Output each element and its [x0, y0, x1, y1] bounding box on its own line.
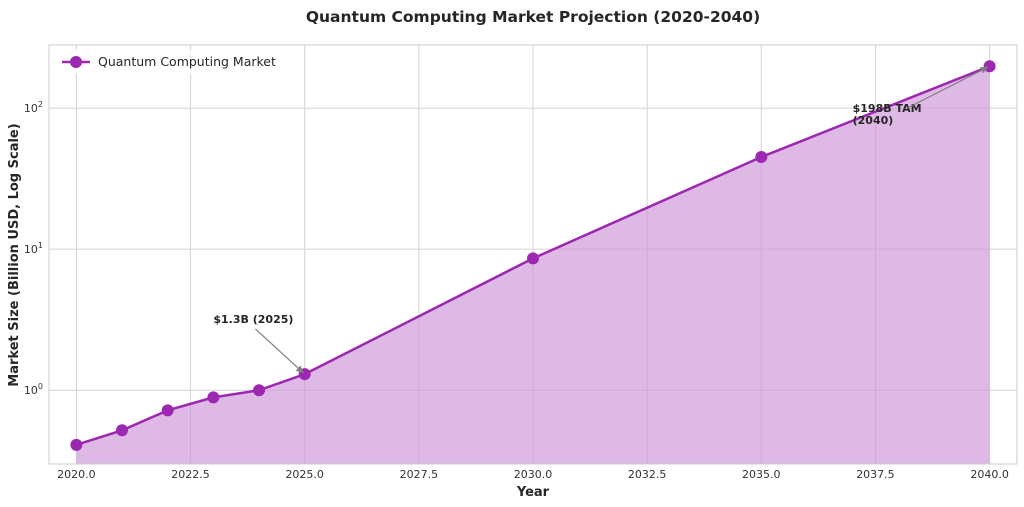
y-tick-label: 100: [24, 382, 43, 397]
x-tick-label: 2030.0: [514, 468, 553, 481]
data-point: [755, 151, 767, 163]
data-point: [207, 391, 219, 403]
x-tick-label: 2022.5: [171, 468, 210, 481]
chart-title: Quantum Computing Market Projection (202…: [306, 8, 760, 26]
x-tick-label: 2037.5: [856, 468, 895, 481]
y-tick-labels: 100 101 102: [24, 100, 43, 397]
x-tick-label: 2040.0: [970, 468, 1009, 481]
legend: Quantum Computing Market: [55, 50, 276, 74]
annotation-arrow: [255, 329, 300, 370]
annotation-text: (2040): [853, 114, 894, 127]
x-tick-label: 2032.5: [628, 468, 667, 481]
y-tick-label: 101: [24, 241, 43, 256]
x-tick-label: 2035.0: [742, 468, 781, 481]
x-tick-label: 2020.0: [57, 468, 96, 481]
y-tick-label: 102: [24, 100, 43, 115]
data-point: [253, 384, 265, 396]
x-tick-label: 2025.0: [285, 468, 324, 481]
data-point: [70, 439, 82, 451]
x-tick-labels: 2020.0 2022.5 2025.0 2027.5 2030.0 2032.5 2035…: [57, 468, 1009, 481]
data-point: [162, 404, 174, 416]
y-axis-label: Market Size (Billion USD, Log Scale): [7, 123, 22, 386]
data-point: [527, 252, 539, 264]
data-point: [116, 424, 128, 436]
legend-label: Quantum Computing Market: [98, 54, 276, 69]
annotation-text: $1.3B (2025): [213, 313, 293, 326]
x-tick-label: 2027.5: [400, 468, 439, 481]
x-axis-label: Year: [516, 485, 550, 500]
legend-marker-swatch: [70, 56, 82, 68]
